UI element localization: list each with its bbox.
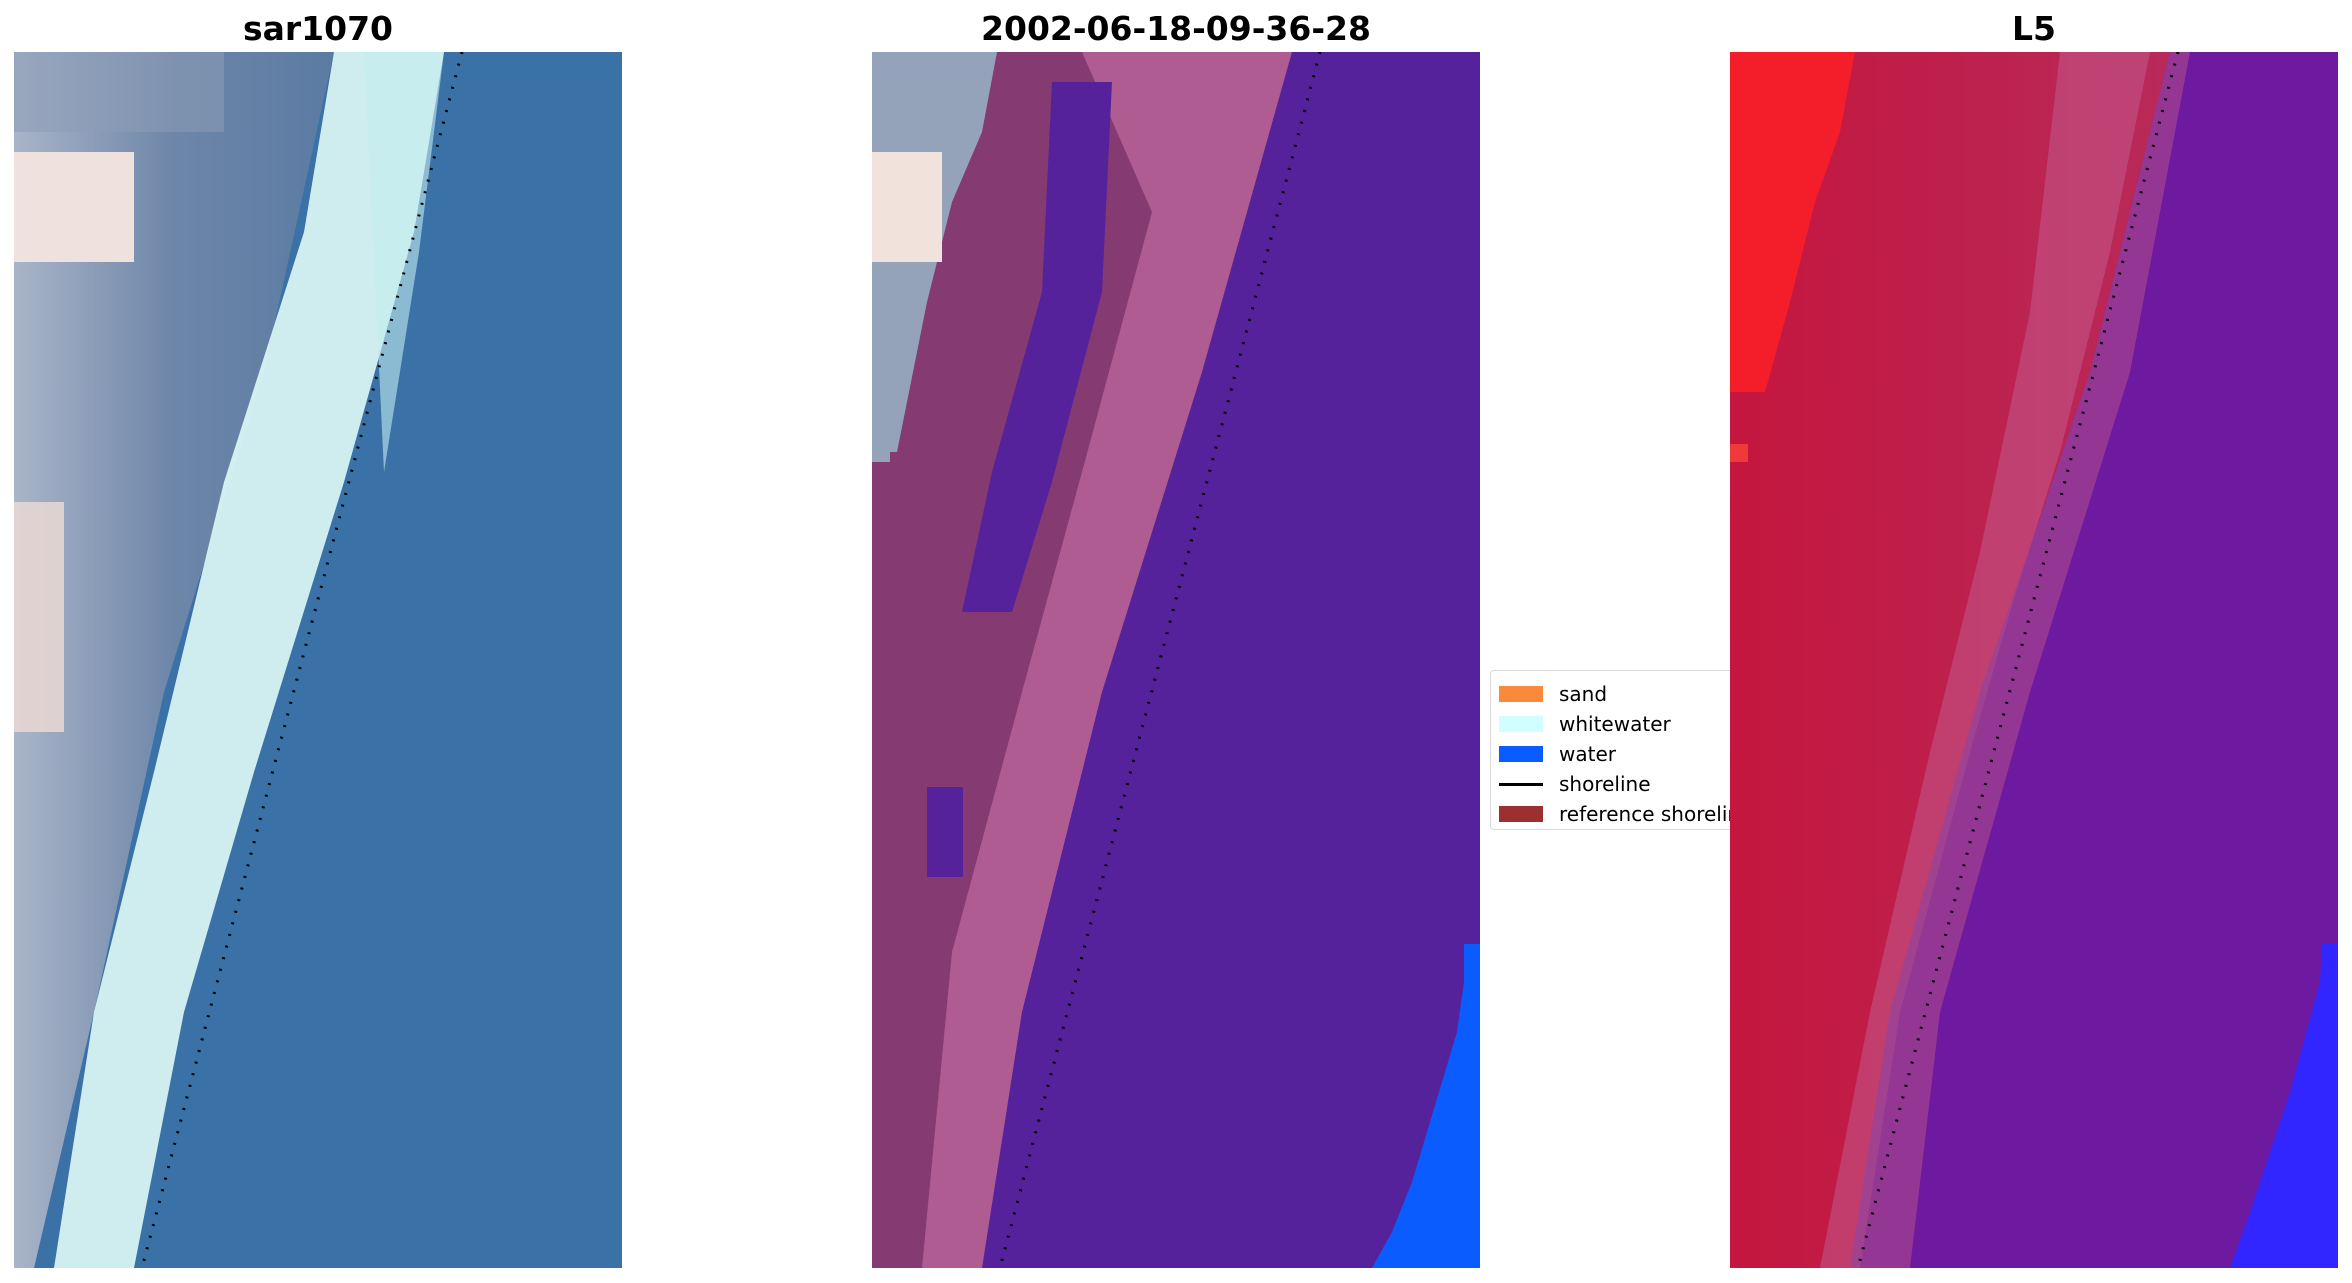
legend-swatch xyxy=(1499,686,1543,702)
legend-swatch xyxy=(1499,716,1543,732)
index-panel xyxy=(1730,52,2338,1268)
land-area xyxy=(14,52,334,1268)
panel-title-index: L5 xyxy=(2012,9,2056,48)
bright-patch xyxy=(14,152,134,262)
legend: sand whitewater water shoreline reference sh… xyxy=(1490,670,1731,830)
legend-label: whitewater xyxy=(1559,712,1671,736)
legend-item-sand: sand xyxy=(1499,679,1607,709)
whitewater-band xyxy=(54,52,444,1268)
blue-area xyxy=(2230,944,2338,1268)
panel-title-rgb: sar1070 xyxy=(242,9,394,48)
bright-red-area xyxy=(1730,52,1855,392)
legend-item-whitewater: whitewater xyxy=(1499,709,1671,739)
legend-label: reference shoreline xyxy=(1559,802,1731,826)
pink-band xyxy=(922,52,1292,1268)
legend-item-water: water xyxy=(1499,739,1616,769)
light-band xyxy=(1820,52,2150,1268)
legend-item-shoreline: shoreline xyxy=(1499,769,1651,799)
legend-swatch xyxy=(1499,782,1543,786)
rgb-image-panel xyxy=(14,52,622,1268)
legend-swatch xyxy=(1499,806,1543,822)
water-patch-inland xyxy=(962,82,1112,612)
legend-label: sand xyxy=(1559,682,1608,706)
legend-label: shoreline xyxy=(1559,772,1651,796)
water-blue-area xyxy=(1372,944,1480,1268)
legend-label: water xyxy=(1559,742,1616,766)
legend-item-reference-shoreline: reference shoreline xyxy=(1499,799,1731,829)
legend-swatch xyxy=(1499,746,1543,762)
classification-panel xyxy=(872,52,1480,1268)
panel-title-classification: 2002-06-18-09-36-28 xyxy=(981,9,1371,48)
